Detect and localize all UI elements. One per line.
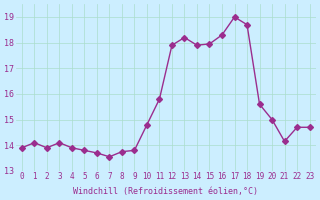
X-axis label: Windchill (Refroidissement éolien,°C): Windchill (Refroidissement éolien,°C) bbox=[73, 187, 258, 196]
